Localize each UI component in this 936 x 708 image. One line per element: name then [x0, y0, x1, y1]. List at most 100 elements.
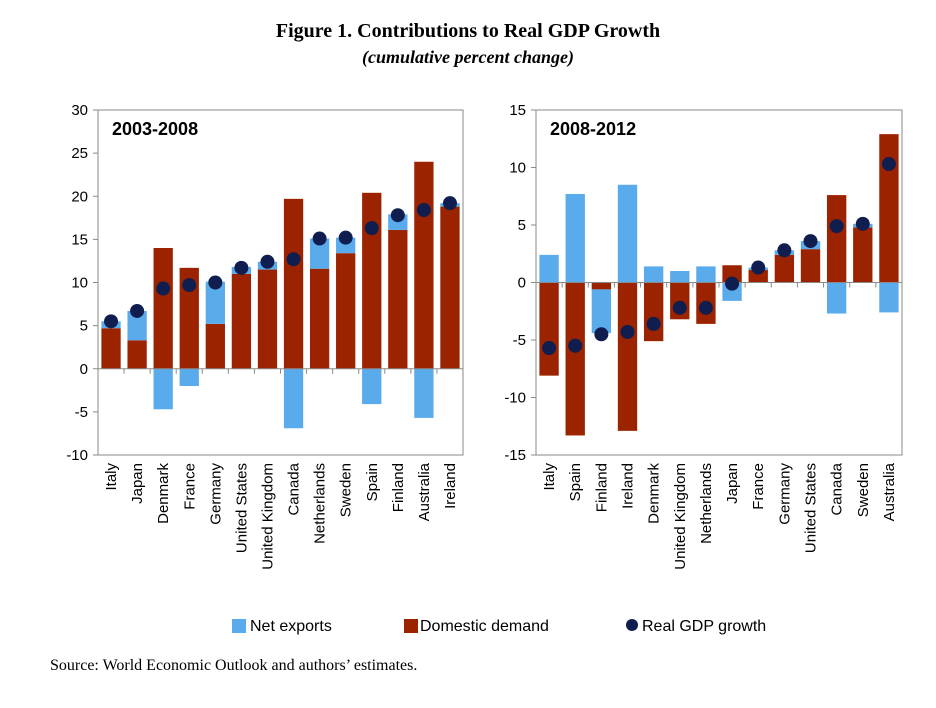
- x-category-label: United Kingdom: [672, 463, 689, 570]
- bar-domestic-demand-ireland: [617, 282, 638, 431]
- marker-real-gdp-growth-netherlands: [312, 231, 327, 246]
- legend: Net exports Domestic demand Real GDP gro…: [232, 618, 766, 635]
- x-category-label: Australia: [881, 462, 898, 521]
- figure-title: Figure 1. Contributions to Real GDP Grow…: [275, 20, 661, 42]
- x-category-label: Spain: [567, 463, 584, 501]
- bar-domestic-demand-france: [748, 269, 768, 283]
- bar-domestic-demand-canada: [283, 198, 304, 369]
- bar-net-exports-netherlands: [696, 266, 716, 283]
- marker-real-gdp-growth-ireland: [620, 324, 635, 339]
- bar-domestic-demand-united-states: [231, 273, 252, 369]
- bar-domestic-demand-australia: [879, 134, 899, 283]
- x-category-label: Sweden: [855, 463, 872, 517]
- marker-real-gdp-growth-canada: [829, 219, 844, 234]
- panel-2008-2012: -15 -10 -5 0 5 10 15 Italy Spain Finland Ireland De…: [504, 102, 903, 570]
- bar-domestic-demand-italy: [101, 328, 121, 369]
- bar-net-exports-germany: [205, 281, 225, 324]
- bar-net-exports-canada: [283, 368, 304, 429]
- bar-domestic-demand-japan: [127, 340, 147, 369]
- marker-real-gdp-growth-france: [182, 278, 197, 293]
- figure-subtitle: (cumulative percent change): [362, 47, 574, 67]
- x-category-label: Ireland: [442, 463, 459, 509]
- marker-real-gdp-growth-united-states: [234, 260, 249, 275]
- x-category-label: Netherlands: [312, 463, 329, 544]
- x-category-label: Finland: [593, 463, 610, 512]
- bar-net-exports-australia: [879, 282, 899, 313]
- bar-domestic-demand-germany: [774, 254, 795, 283]
- bar-domestic-demand-italy: [539, 282, 559, 376]
- y-tick-label: -10: [504, 390, 526, 407]
- y-tick-label: 0: [518, 275, 526, 292]
- legend-label-domestic-demand: Domestic demand: [420, 618, 549, 635]
- marker-real-gdp-growth-france: [751, 260, 766, 275]
- bar-domestic-demand-netherlands: [309, 268, 330, 369]
- bar-net-exports-france: [179, 368, 199, 386]
- legend-swatch-net-exports: [232, 619, 246, 633]
- marker-real-gdp-growth-denmark: [156, 281, 171, 296]
- source-note: Source: World Economic Outlook and autho…: [50, 657, 418, 674]
- x-category-label: Ireland: [620, 463, 637, 509]
- bar-domestic-demand-finland: [388, 229, 408, 369]
- marker-real-gdp-growth-germany: [777, 243, 792, 258]
- x-category-label: Sweden: [338, 463, 355, 517]
- bar-net-exports-denmark: [153, 368, 173, 410]
- bar-domestic-demand-denmark: [153, 248, 173, 369]
- bar-net-exports-netherlands: [309, 238, 330, 269]
- marker-real-gdp-growth-australia: [416, 203, 431, 218]
- y-tick-label: 5: [80, 318, 88, 335]
- legend-label-net-exports: Net exports: [250, 618, 332, 635]
- bar-domestic-demand-sweden: [853, 227, 873, 283]
- y-tick-label: 30: [71, 102, 88, 119]
- marker-real-gdp-growth-united-states: [803, 234, 818, 249]
- x-category-label: Finland: [390, 463, 407, 512]
- bar-domestic-demand-france: [179, 267, 199, 369]
- y-tick-label: -15: [504, 447, 526, 464]
- marker-real-gdp-growth-finland: [390, 208, 405, 223]
- y-tick-label: 10: [509, 160, 526, 177]
- marker-real-gdp-growth-ireland: [442, 196, 457, 211]
- marker-real-gdp-growth-united-kingdom: [260, 254, 275, 269]
- x-category-label: Germany: [207, 463, 224, 525]
- x-category-label: Germany: [776, 463, 793, 525]
- x-category-label: United Kingdom: [259, 463, 276, 570]
- marker-real-gdp-growth-japan: [130, 303, 145, 318]
- x-category-label: Australia: [416, 462, 433, 521]
- panel-2003-2008: -10 -5 0 5 10 15 20 25 30 Italy Japan Denmark France…: [66, 102, 464, 570]
- bar-net-exports-canada: [826, 282, 847, 314]
- marker-real-gdp-growth-australia: [881, 157, 896, 172]
- bar-net-exports-japan: [127, 310, 147, 341]
- bar-domestic-demand-united-kingdom: [257, 269, 278, 369]
- bar-domestic-demand-spain: [362, 192, 382, 369]
- x-category-label: Canada: [829, 462, 846, 515]
- bar-domestic-demand-sweden: [336, 253, 356, 369]
- x-category-label: France: [750, 463, 767, 510]
- bar-domestic-demand-denmark: [643, 282, 664, 342]
- bar-domestic-demand-spain: [565, 282, 585, 436]
- panel-period-label: 2003-2008: [112, 119, 198, 139]
- marker-real-gdp-growth-united-kingdom: [672, 300, 687, 315]
- bar-net-exports-italy: [539, 254, 559, 283]
- y-tick-label: 25: [71, 145, 88, 162]
- y-tick-label: 15: [509, 102, 526, 119]
- y-tick-label: 15: [71, 231, 88, 248]
- y-tick-label: -10: [66, 447, 88, 464]
- bar-net-exports-australia: [414, 368, 434, 418]
- bar-domestic-demand-finland: [591, 282, 612, 290]
- marker-real-gdp-growth-spain: [568, 338, 583, 353]
- x-category-label: Italy: [103, 463, 120, 491]
- legend-swatch-domestic-demand: [404, 619, 418, 633]
- marker-real-gdp-growth-finland: [594, 327, 609, 342]
- marker-real-gdp-growth-germany: [208, 275, 223, 290]
- legend-label-real-gdp-growth: Real GDP growth: [642, 618, 766, 635]
- marker-real-gdp-growth-denmark: [646, 316, 661, 331]
- y-tick-label: -5: [75, 404, 88, 421]
- y-tick-label: 10: [71, 275, 88, 292]
- marker-real-gdp-growth-italy: [542, 341, 557, 356]
- x-category-label: Denmark: [155, 463, 172, 524]
- marker-real-gdp-growth-canada: [286, 252, 301, 267]
- marker-real-gdp-growth-sweden: [855, 216, 870, 231]
- legend-marker-real-gdp-growth: [626, 619, 638, 631]
- marker-real-gdp-growth-italy: [104, 314, 119, 329]
- x-category-label: Canada: [286, 462, 303, 515]
